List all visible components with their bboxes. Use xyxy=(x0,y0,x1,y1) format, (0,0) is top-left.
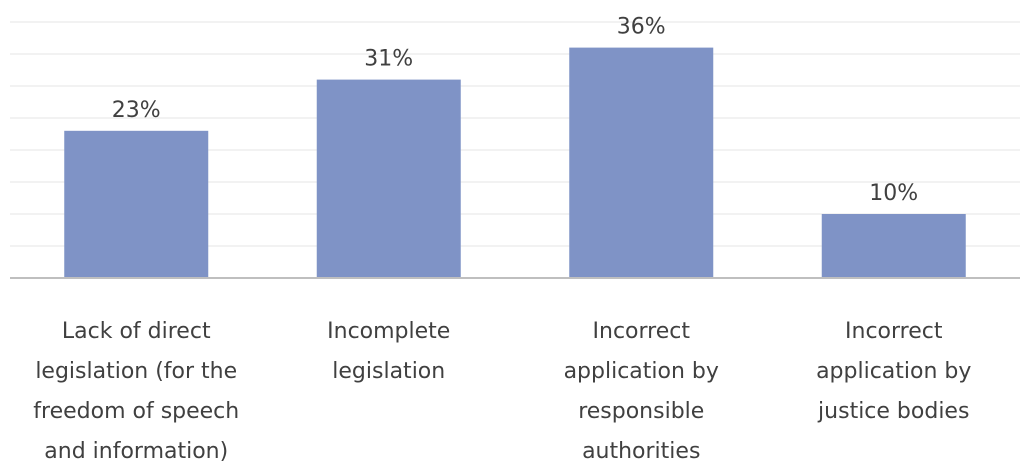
bars xyxy=(64,47,966,278)
category-label-3: Incorrect application by responsible author… xyxy=(564,319,719,461)
bar-1 xyxy=(64,130,209,278)
bar-3 xyxy=(569,47,714,278)
data-label-4: 10% xyxy=(869,181,918,206)
category-label-line: legislation xyxy=(332,359,445,384)
category-label-line: and information) xyxy=(44,439,228,461)
category-label-line: application by xyxy=(816,359,971,384)
category-labels: Lack of direct legislation (for the freedo… xyxy=(33,319,971,461)
bar-4 xyxy=(821,214,966,278)
category-label-line: Lack of direct xyxy=(62,319,211,344)
category-label-line: responsible xyxy=(578,399,704,424)
category-label-line: application by xyxy=(564,359,719,384)
data-label-1: 23% xyxy=(112,98,161,123)
category-label-line: justice bodies xyxy=(817,399,969,424)
category-label-1: Lack of direct legislation (for the freedo… xyxy=(33,319,239,461)
category-label-line: freedom of speech xyxy=(33,399,239,424)
category-label-line: legislation (for the xyxy=(35,359,237,384)
bar-2 xyxy=(316,79,461,278)
data-labels: 23% 31% 36% 10% xyxy=(112,15,918,206)
data-label-3: 36% xyxy=(617,15,666,40)
category-label-2: Incomplete legislation xyxy=(327,319,450,384)
category-label-line: authorities xyxy=(582,439,700,461)
category-label-4: Incorrect application by justice bodies xyxy=(816,319,971,424)
data-label-2: 31% xyxy=(364,47,413,72)
category-label-line: Incorrect xyxy=(593,319,691,344)
category-label-line: Incomplete xyxy=(327,319,450,344)
category-label-line: Incorrect xyxy=(845,319,943,344)
